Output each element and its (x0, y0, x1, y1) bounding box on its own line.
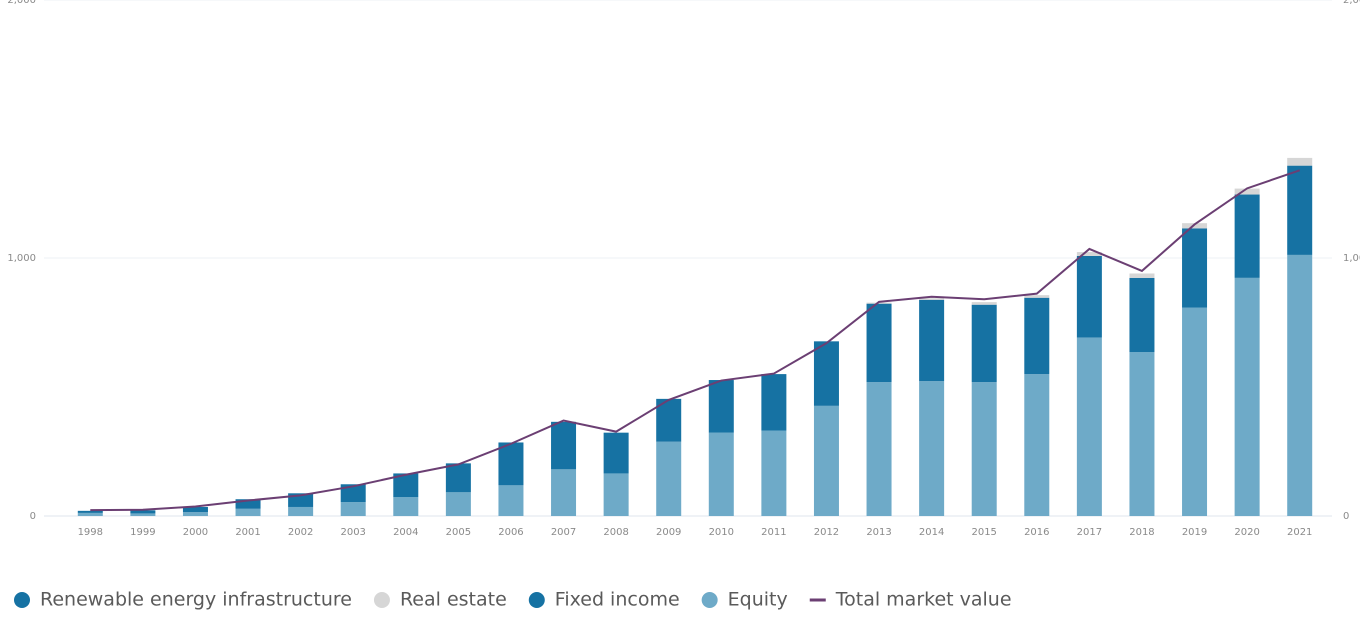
bar-segment (761, 374, 787, 431)
bar-segment (130, 510, 156, 514)
x-tick-label: 1998 (78, 527, 103, 538)
bar-segment (235, 508, 261, 516)
bar-segment (340, 484, 366, 503)
bar-segment (130, 513, 156, 516)
x-tick-label: 2015 (971, 527, 996, 538)
x-tick-label: 2009 (656, 527, 681, 538)
legend-label: Total market value (835, 589, 1012, 611)
bar-segment (971, 304, 997, 383)
x-tick-label: 2001 (235, 527, 260, 538)
x-tick-label: 2016 (1024, 527, 1049, 538)
bar-segment (288, 506, 314, 516)
bar-segment (1076, 337, 1102, 516)
bar-segment (813, 341, 839, 406)
bar-segment (445, 463, 471, 493)
legend-swatch (701, 592, 718, 608)
bar-segment (708, 380, 734, 433)
bar-segment (971, 382, 997, 516)
legend-label: Renewable energy infrastructure (40, 589, 352, 611)
legend-label: Equity (728, 589, 788, 611)
x-tick-label: 2002 (288, 527, 313, 538)
x-tick-label: 2011 (761, 527, 786, 538)
bar-segment (77, 512, 103, 516)
bar-segment (919, 298, 945, 300)
bar-segment (1076, 252, 1102, 256)
bar-segment (1182, 228, 1208, 308)
bar-segment (551, 421, 577, 470)
bar-segment (1234, 277, 1260, 516)
x-tick-label: 2017 (1077, 527, 1102, 538)
bar-segment (445, 492, 471, 516)
bar-segment (603, 432, 629, 474)
y2-tick-label: 2,000 (1343, 0, 1360, 6)
bar-segment (1024, 297, 1050, 375)
x-tick-label: 2007 (551, 527, 576, 538)
bar-segment (919, 381, 945, 516)
y2-tick-label: 0 (1343, 511, 1349, 522)
x-tick-label: 2019 (1182, 527, 1207, 538)
bar-segment (1129, 277, 1155, 353)
x-tick-label: 2003 (340, 527, 365, 538)
bar-segment (971, 302, 997, 305)
x-tick-label: 2012 (814, 527, 839, 538)
bar-segment (1287, 157, 1313, 166)
bar-segment (866, 303, 892, 383)
legend-swatch (373, 592, 390, 608)
bar-segment (393, 497, 419, 516)
x-tick-label: 2006 (498, 527, 523, 538)
bar-segment (1129, 273, 1155, 278)
bar-segment (551, 469, 577, 516)
y2-tick-label: 1,000 (1343, 253, 1360, 264)
bar-segment (77, 510, 103, 513)
bar-segment (393, 473, 419, 498)
y-tick-label: 1,000 (7, 253, 36, 264)
legend-swatch (528, 592, 545, 608)
bar-segment (1234, 188, 1260, 195)
bar-segment (1129, 352, 1155, 516)
bar-segment (235, 499, 261, 509)
x-tick-label: 2004 (393, 527, 418, 538)
x-tick-label: 2018 (1129, 527, 1154, 538)
x-tick-label: 2014 (919, 527, 944, 538)
bar-segment (182, 506, 208, 513)
legend-label: Real estate (400, 589, 507, 611)
bar-segment (1287, 254, 1313, 517)
x-tick-label: 2021 (1287, 527, 1312, 538)
x-tick-label: 2008 (603, 527, 628, 538)
legend-label: Fixed income (555, 589, 680, 611)
x-tick-label: 2010 (709, 527, 734, 538)
bar-segment (656, 441, 682, 516)
total-line (90, 169, 1301, 512)
bar-segment (866, 302, 892, 304)
x-tick-label: 2013 (866, 527, 891, 538)
bar-segment (866, 382, 892, 516)
y-tick-label: 0 (30, 511, 36, 522)
bar-segment (1182, 307, 1208, 516)
legend-swatch (14, 592, 30, 608)
bar-segment (1024, 295, 1050, 298)
bar-segment (498, 485, 524, 516)
bar-segment (498, 442, 524, 486)
bar-segment (340, 502, 366, 516)
bar-segment (813, 405, 839, 516)
bar-segment (182, 512, 208, 516)
bar-segment (708, 432, 734, 516)
bar-segment (761, 430, 787, 516)
y-tick-label: 2,000 (7, 0, 36, 6)
bar-segment (603, 473, 629, 516)
bar-segment (1076, 255, 1102, 338)
x-tick-label: 2000 (183, 527, 208, 538)
x-tick-label: 1999 (130, 527, 155, 538)
x-tick-label: 2005 (446, 527, 471, 538)
bar-segment (919, 299, 945, 382)
bar-segment (1287, 165, 1313, 255)
x-tick-label: 2020 (1234, 527, 1259, 538)
bar-segment (1024, 374, 1050, 516)
bar-segment (1234, 194, 1260, 278)
